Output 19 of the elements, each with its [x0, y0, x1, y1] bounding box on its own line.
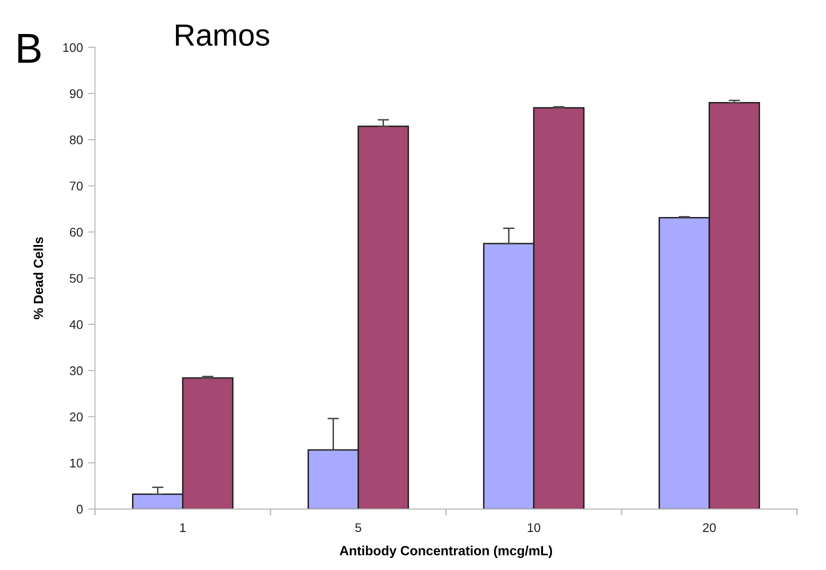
text: B	[18, 34, 40, 63]
x-tick-label: 5	[355, 523, 362, 532]
y-tick-label: 30	[70, 366, 83, 376]
y-tick-label: 40	[70, 320, 83, 329]
y-tick-label: 50	[70, 274, 83, 283]
y-tick-label: 0	[76, 504, 83, 514]
y-tick-label: 10	[70, 458, 83, 468]
x-axis-title: Antibody Concentration (mcg/mL)	[340, 546, 552, 558]
y-axis-title: % Dead Cells	[33, 237, 44, 320]
x-tick-label: 1	[180, 523, 186, 532]
y-tick-label: 60	[70, 228, 83, 237]
x-tick-label: 10	[528, 523, 540, 532]
chart-title: Ramos	[176, 24, 270, 46]
y-tick-label: 70	[70, 182, 83, 190]
y-tick-label: 20	[70, 412, 83, 422]
y-tick-label: 100	[63, 43, 83, 52]
y-tick-label: 80	[70, 135, 83, 144]
x-tick-label: 20	[703, 523, 716, 532]
y-tick-label: 90	[70, 89, 83, 98]
